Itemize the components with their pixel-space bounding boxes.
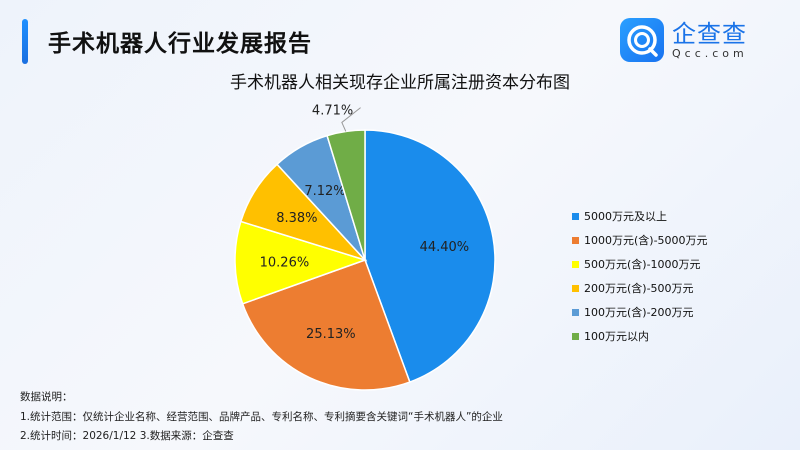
legend-swatch xyxy=(572,332,579,340)
data-notes: 数据说明： 1.统计范围：仅统计企业名称、经营范围、品牌产品、专利名称、专利摘要… xyxy=(20,388,503,447)
qcc-logo-icon xyxy=(620,18,664,62)
legend-label: 200万元(含)-500万元 xyxy=(584,282,694,295)
report-title: 手术机器人行业发展报告 xyxy=(48,31,312,57)
pie-slice xyxy=(234,220,368,305)
legend-item: 1000万元(含)-5000万元 xyxy=(572,228,708,252)
qcc-logo: 企查查 Qcc.com xyxy=(620,18,748,62)
legend-swatch xyxy=(572,260,579,268)
logo-cn-text: 企查查 xyxy=(672,19,747,48)
title-accent-bar xyxy=(22,19,28,64)
pie-slice xyxy=(241,259,411,391)
legend-swatch xyxy=(572,284,579,292)
slice-data-label: 10.26% xyxy=(260,256,310,271)
legend-label: 5000万元及以上 xyxy=(584,210,667,223)
slice-data-label: 44.40% xyxy=(420,240,470,255)
pie-slice xyxy=(326,129,366,261)
chart-title: 手术机器人相关现存企业所属注册资本分布图 xyxy=(230,73,570,93)
label-leader-line xyxy=(341,107,361,132)
legend-item: 500万元(含)-1000万元 xyxy=(572,252,708,276)
legend-item: 100万元(含)-200万元 xyxy=(572,300,708,324)
slice-data-label: 8.38% xyxy=(276,211,317,226)
legend-label: 500万元(含)-1000万元 xyxy=(584,258,701,271)
slice-data-label: 7.12% xyxy=(304,184,345,199)
legend: 5000万元及以上 1000万元(含)-5000万元 500万元(含)-1000万元… xyxy=(572,204,708,348)
pie-slice xyxy=(364,129,496,383)
legend-label: 1000万元(含)-5000万元 xyxy=(584,234,708,247)
legend-swatch xyxy=(572,212,579,220)
notes-heading: 数据说明： xyxy=(20,391,73,403)
legend-item: 5000万元及以上 xyxy=(572,204,708,228)
legend-label: 100万元(含)-200万元 xyxy=(584,306,694,319)
notes-line-1: 1.统计范围：仅统计企业名称、经营范围、品牌产品、专利名称、专利摘要含关键词“手… xyxy=(20,410,503,423)
slice-data-label: 25.13% xyxy=(306,327,356,342)
legend-swatch xyxy=(572,308,579,316)
legend-label: 100万元以内 xyxy=(584,330,649,343)
legend-swatch xyxy=(572,236,579,244)
logo-en-text: Qcc.com xyxy=(672,46,748,60)
slice-data-label: 4.71% xyxy=(312,104,353,119)
notes-line-2: 2.统计时间：2026/1/12 3.数据来源：企查查 xyxy=(20,430,234,442)
legend-item: 200万元(含)-500万元 xyxy=(572,276,708,300)
legend-item: 100万元以内 xyxy=(572,324,708,348)
